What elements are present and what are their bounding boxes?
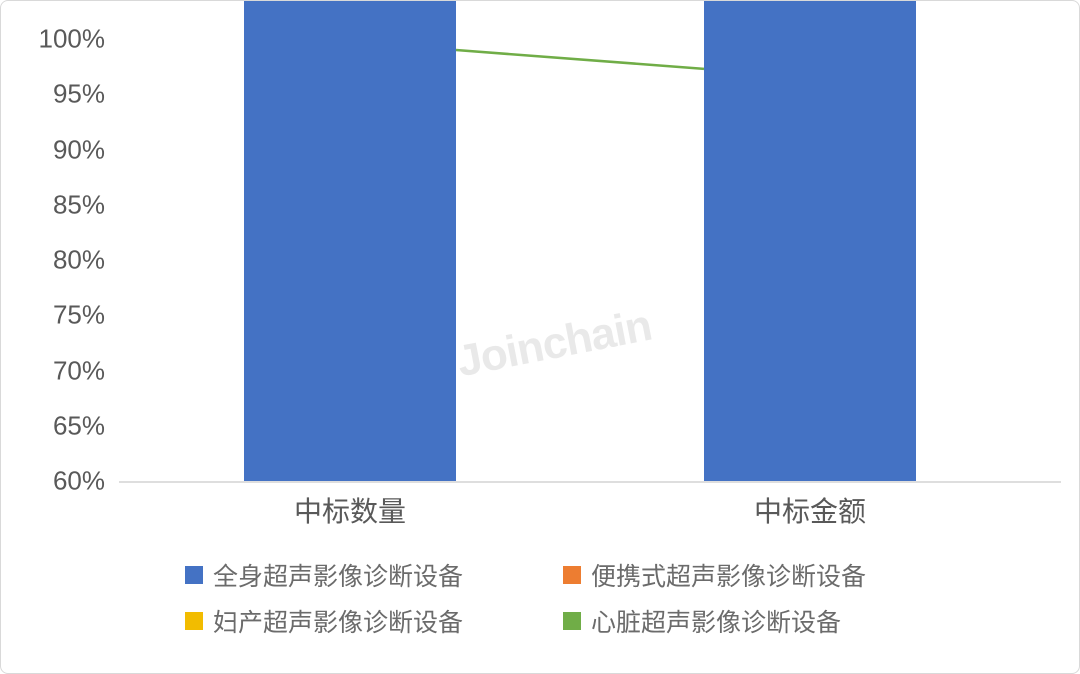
legend-label: 全身超声影像诊断设备 <box>213 563 464 591</box>
y-axis-tick-label: 90% <box>52 134 105 164</box>
legend-row: 妇产超声影像诊断设备 心脏超声影像诊断设备 <box>185 603 897 639</box>
bar-segment[interactable] <box>704 1 916 481</box>
y-axis-tick-label: 60% <box>52 465 105 496</box>
x-axis-category-label: 中标数量 <box>293 496 407 527</box>
bar-1[interactable] <box>244 1 456 481</box>
chart-legend: 全身超声影像诊断设备 便携式超声影像诊断设备妇产超声影像诊断设备 心脏超声影像诊断设… <box>1 557 1079 639</box>
y-axis-tick-label: 70% <box>52 355 105 385</box>
legend-item[interactable]: 心脏超声影像诊断设备 <box>563 603 897 639</box>
legend-item[interactable]: 全身超声影像诊断设备 <box>185 557 519 593</box>
legend-color-swatch-icon <box>563 566 581 584</box>
x-axis-line <box>119 481 1061 483</box>
plot-area <box>119 1 1061 489</box>
legend-label: 心脏超声影像诊断设备 <box>591 609 842 637</box>
legend-color-swatch-icon <box>563 612 581 630</box>
legend-item[interactable]: 妇产超声影像诊断设备 <box>185 603 519 639</box>
y-axis-tick-label: 95% <box>52 78 105 109</box>
bar-segment[interactable] <box>244 1 456 481</box>
y-axis-tick-label: 85% <box>52 189 105 220</box>
x-axis-category-label: 中标金额 <box>753 496 867 527</box>
legend-color-swatch-icon <box>185 566 203 584</box>
bar-2[interactable] <box>704 1 916 481</box>
connector-line <box>455 48 705 71</box>
legend-item[interactable]: 便携式超声影像诊断设备 <box>563 557 897 593</box>
y-axis-labels: 100% 95% 90% 85% 80% 75% 70% 65% 60% <box>1 1 119 673</box>
y-axis-tick-label: 100% <box>38 23 106 54</box>
legend-label: 便携式超声影像诊断设备 <box>591 563 867 591</box>
legend-label: 妇产超声影像诊断设备 <box>213 609 464 637</box>
legend-row: 全身超声影像诊断设备 便携式超声影像诊断设备 <box>185 557 897 593</box>
legend-color-swatch-icon <box>185 612 203 630</box>
y-axis-tick-label: 80% <box>52 244 105 275</box>
y-axis-tick-label: 65% <box>52 410 105 441</box>
y-axis-tick-label: 75% <box>52 299 105 330</box>
